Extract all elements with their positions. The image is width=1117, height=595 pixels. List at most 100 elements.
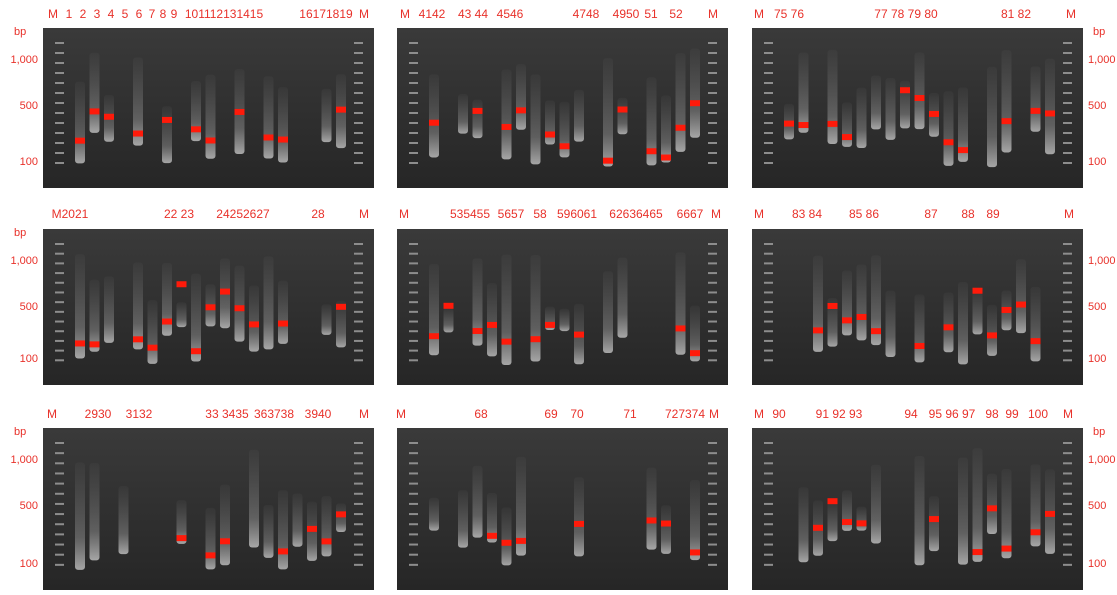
ladder-band	[1063, 350, 1072, 352]
lane-label: 4	[108, 7, 115, 21]
ladder-band	[354, 72, 363, 74]
ladder-band	[708, 52, 717, 54]
ladder-band	[354, 162, 363, 164]
scale-label: 500	[20, 500, 38, 512]
ladder-band	[55, 282, 64, 284]
lane-label: 62636465	[609, 207, 663, 221]
ladder-band	[55, 272, 64, 274]
ladder-band	[409, 462, 418, 464]
lane-smear	[458, 94, 468, 134]
ladder-band	[708, 321, 717, 323]
ladder-band	[55, 122, 64, 124]
lane-smear	[235, 266, 245, 342]
ladder-band	[1063, 92, 1072, 94]
band-marker	[973, 549, 983, 555]
ladder-band	[55, 132, 64, 134]
band-marker	[647, 148, 657, 154]
scale-label: 500	[20, 100, 38, 112]
lane-label: M	[396, 407, 406, 421]
scale-unit: bp	[14, 26, 26, 38]
ladder-band	[409, 533, 418, 535]
band-marker	[958, 147, 968, 153]
ladder-band	[764, 122, 773, 124]
ladder-band	[1063, 483, 1072, 485]
lane-label: 52	[669, 7, 683, 21]
ladder-band	[55, 533, 64, 535]
ladder-band	[708, 291, 717, 293]
ladder-band	[1063, 311, 1072, 313]
ladder-band	[764, 42, 773, 44]
lane-label: 1	[66, 7, 73, 21]
ladder-band	[708, 533, 717, 535]
ladder-band	[764, 132, 773, 134]
ladder-band	[409, 493, 418, 495]
band-marker	[690, 549, 700, 555]
ladder-band	[708, 301, 717, 303]
lane-label: 3940	[305, 407, 332, 421]
ladder-band	[1063, 42, 1072, 44]
ladder-band	[55, 442, 64, 444]
band-marker	[1045, 110, 1055, 116]
band-marker	[336, 304, 346, 310]
lane-smear	[560, 309, 570, 331]
ladder-band	[708, 359, 717, 361]
ladder-band	[409, 72, 418, 74]
band-marker	[249, 321, 259, 327]
ladder-band	[1063, 503, 1072, 505]
lane-smear	[220, 485, 230, 566]
ladder-band	[1063, 272, 1072, 274]
ladder-band	[354, 513, 363, 515]
ladder-band	[1063, 462, 1072, 464]
band-marker	[661, 154, 671, 160]
band-marker	[1002, 118, 1012, 124]
ladder-band	[55, 52, 64, 54]
band-marker	[278, 321, 288, 327]
band-marker	[828, 303, 838, 309]
band-marker	[987, 505, 997, 511]
lane-smear	[429, 74, 439, 157]
ladder-band	[1063, 82, 1072, 84]
scale-unit: bp	[14, 426, 26, 438]
ladder-band	[764, 52, 773, 54]
band-marker	[1031, 529, 1041, 535]
lane-smear	[871, 465, 881, 544]
band-marker	[944, 139, 954, 145]
band-marker	[235, 109, 245, 115]
band-marker	[813, 525, 823, 531]
ladder-band	[354, 132, 363, 134]
ladder-band	[55, 503, 64, 505]
band-marker	[1002, 546, 1012, 552]
ladder-band	[55, 513, 64, 515]
ladder-band	[55, 72, 64, 74]
lane-smear	[929, 496, 939, 551]
band-marker	[784, 121, 794, 127]
lane-label: M	[359, 207, 369, 221]
lane-label: 83 84	[792, 207, 822, 221]
ladder-band	[409, 62, 418, 64]
lane-label: M	[1063, 407, 1073, 421]
band-marker	[516, 107, 526, 113]
lane-smear	[676, 53, 686, 152]
ladder-band	[1063, 62, 1072, 64]
ladder-band	[1063, 442, 1072, 444]
ladder-band	[1063, 262, 1072, 264]
lane-smear	[119, 486, 129, 554]
band-marker	[162, 319, 172, 325]
scale-label: 500	[1088, 500, 1106, 512]
band-marker	[574, 521, 584, 527]
ladder-band	[764, 330, 773, 332]
ladder-band	[764, 301, 773, 303]
lane-label: 596061	[557, 207, 597, 221]
ladder-band	[1063, 513, 1072, 515]
band-marker	[473, 108, 483, 114]
lane-smear	[531, 255, 541, 362]
ladder-band	[708, 112, 717, 114]
lane-label: M	[359, 407, 369, 421]
band-marker	[987, 332, 997, 338]
ladder-band	[764, 82, 773, 84]
band-marker	[900, 87, 910, 93]
ladder-band	[764, 472, 773, 474]
lane-smear	[429, 264, 439, 355]
lane-label: 101112131415	[185, 7, 264, 21]
ladder-band	[55, 162, 64, 164]
